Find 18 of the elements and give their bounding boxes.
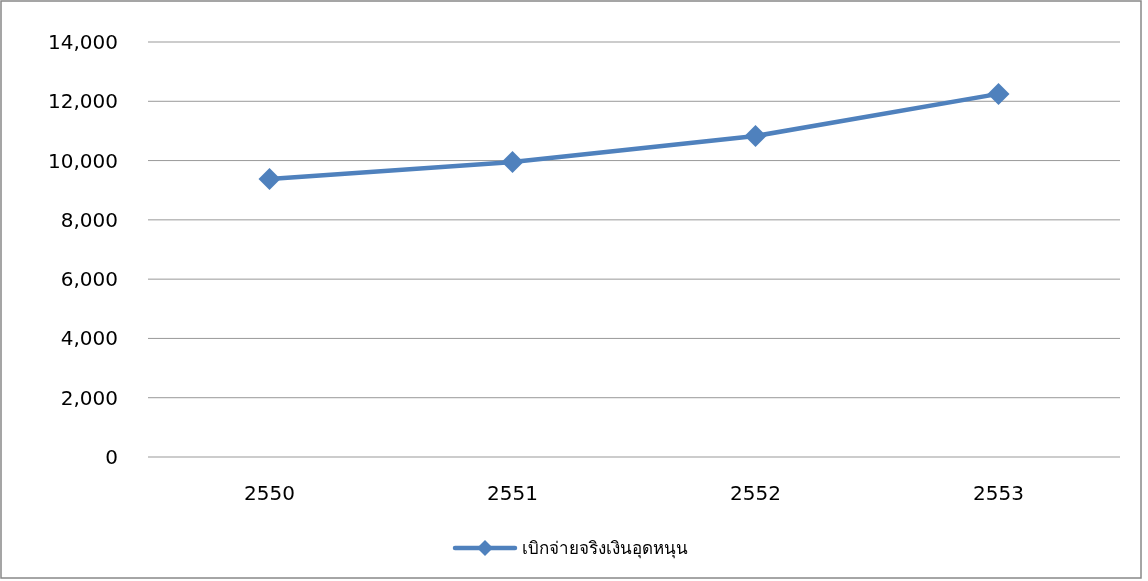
- x-tick-label: 2552: [730, 481, 781, 505]
- x-tick-label: 2551: [487, 481, 538, 505]
- y-tick-label: 4,000: [60, 326, 118, 351]
- legend-label: เบิกจ่ายจริงเงินอุดหนุน: [522, 538, 688, 559]
- y-tick-label: 14,000: [48, 30, 118, 54]
- y-tick-label: 10,000: [48, 148, 118, 173]
- y-tick-label: 12,000: [48, 89, 118, 114]
- point: [744, 124, 767, 147]
- point: [258, 167, 281, 190]
- point: [987, 82, 1010, 105]
- y-tick-label: 8,000: [60, 207, 118, 232]
- y-tick-label: 0: [105, 445, 118, 469]
- point: [501, 151, 524, 174]
- y-tick-label: 2,000: [60, 385, 118, 410]
- legend: เบิกจ่ายจริงเงินอุดหนุน: [452, 538, 688, 558]
- y-tick-label: 6,000: [60, 267, 118, 292]
- x-tick-label: 2550: [244, 481, 295, 505]
- x-tick-label: 2553: [973, 481, 1024, 505]
